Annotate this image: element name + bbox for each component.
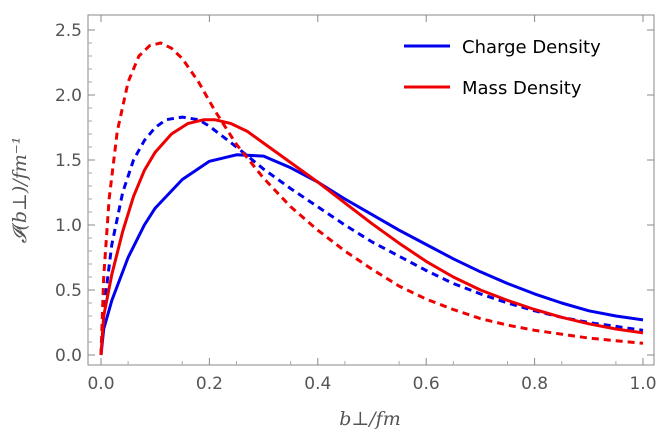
x-axis: 0.0 0.2 0.4 0.6 0.8 1.0 bbox=[87, 15, 657, 394]
x-tick-label: 0.8 bbox=[521, 374, 548, 394]
y-tick-label: 2.0 bbox=[55, 86, 82, 106]
legend-label: Mass Density bbox=[462, 78, 582, 99]
x-tick-label: 0.4 bbox=[304, 374, 331, 394]
series-line-3-solid bbox=[99, 118, 644, 356]
y-tick-label: 1.5 bbox=[55, 151, 82, 171]
legend-label: Charge Density bbox=[462, 37, 601, 58]
series-line-4-dashed bbox=[99, 41, 644, 356]
plot-frame bbox=[87, 14, 655, 366]
series-group bbox=[99, 41, 644, 356]
x-axis-label: b⊥/fm bbox=[339, 408, 400, 430]
x-tick-label: 0.0 bbox=[87, 374, 114, 394]
series-line-2-dashed bbox=[99, 115, 644, 356]
series-line-1-solid bbox=[99, 153, 644, 356]
y-tick-label: 2.5 bbox=[55, 21, 82, 41]
y-axis: 0.0 0.5 1.0 1.5 2.0 2.5 bbox=[55, 21, 654, 366]
x-tick-label: 0.2 bbox=[196, 374, 223, 394]
x-tick-label: 0.6 bbox=[413, 374, 440, 394]
y-tick-label: 0.5 bbox=[55, 281, 82, 301]
y-tick-label: 0.0 bbox=[55, 346, 82, 366]
y-tick-label: 1.0 bbox=[55, 216, 82, 236]
x-tick-label: 1.0 bbox=[629, 374, 656, 394]
y-axis-label: 𝓘(b⊥)/fm⁻¹ bbox=[9, 137, 31, 244]
legend: Charge Density Mass Density bbox=[404, 37, 601, 99]
